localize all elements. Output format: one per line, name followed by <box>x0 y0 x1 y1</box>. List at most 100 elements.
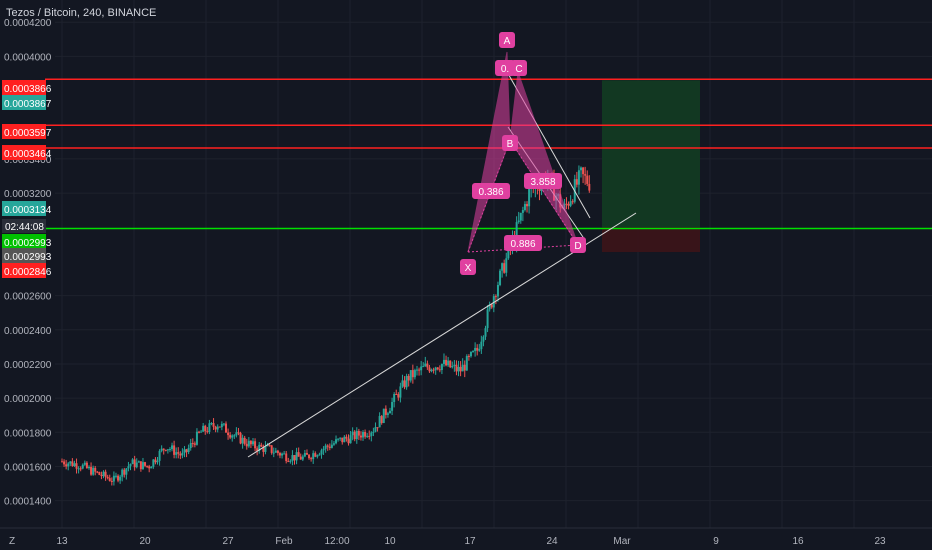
price-tag-bg <box>2 95 46 110</box>
candle-body <box>106 476 109 479</box>
candle-body <box>451 365 454 368</box>
candle-body <box>156 460 159 463</box>
candle-body <box>461 364 464 372</box>
candle-body <box>349 435 352 444</box>
time-axis-label: 16 <box>792 536 804 547</box>
candle-body <box>364 431 367 437</box>
candle-body <box>584 174 587 176</box>
candle-body <box>478 349 481 351</box>
candle-body <box>258 444 261 451</box>
candle-body <box>185 449 188 453</box>
time-axis-label: Feb <box>275 536 293 547</box>
time-axis-label: 23 <box>874 536 886 547</box>
candle-body <box>469 351 472 357</box>
candle-body <box>424 363 427 367</box>
candle-body <box>108 478 111 481</box>
candle-body <box>100 474 103 477</box>
candle-body <box>110 480 113 482</box>
candle-body <box>494 296 497 298</box>
candle-body <box>173 445 176 455</box>
candle-body <box>264 445 267 452</box>
candle-body <box>528 188 531 207</box>
candle-body <box>395 393 398 395</box>
candle-body <box>243 437 246 444</box>
candle-body <box>463 364 466 371</box>
pattern-point-X: X <box>460 259 476 275</box>
candle-body <box>310 458 313 460</box>
candle-body <box>127 466 130 469</box>
candle-body <box>198 431 201 433</box>
candle-body <box>202 425 205 432</box>
candle-body <box>98 472 101 475</box>
candle-body <box>486 309 489 329</box>
candle-body <box>411 370 414 378</box>
candle-body <box>171 445 174 450</box>
candle-body <box>160 448 163 451</box>
candle-body <box>225 423 228 433</box>
pattern-point-D: D <box>570 237 586 253</box>
candle-body <box>158 450 161 461</box>
price-tag-label: 0.0002846 <box>4 267 52 278</box>
candle-body <box>285 453 288 462</box>
pattern-point-A-text: A <box>504 36 511 47</box>
candle-body <box>362 431 365 438</box>
candle-body <box>355 431 358 440</box>
position-zones <box>602 80 700 253</box>
candle-body <box>216 426 219 430</box>
candle-body <box>571 201 574 203</box>
candle-body <box>81 464 84 469</box>
candle-body <box>166 449 169 451</box>
candle-body <box>345 436 348 439</box>
price-tag-bg <box>2 201 46 216</box>
candle-body <box>117 475 120 481</box>
pattern-ratio-text: 0. <box>501 64 509 75</box>
countdown-bg <box>2 219 46 233</box>
pattern-ratio-text: 0.886 <box>510 239 535 250</box>
candle-body <box>79 468 82 470</box>
candle-body <box>231 435 234 438</box>
timezone-icon: Z <box>9 536 15 547</box>
candle-body <box>476 347 479 351</box>
candle-body <box>144 462 147 466</box>
candle-body <box>312 453 315 460</box>
candle-body <box>164 449 167 451</box>
price-tag-bg <box>2 263 46 278</box>
candle-body <box>326 445 329 447</box>
candle-body <box>378 416 381 428</box>
candle-body <box>415 369 418 371</box>
candle-body <box>189 443 192 449</box>
candle-body <box>490 304 493 308</box>
candle-body <box>141 462 144 470</box>
candle-body <box>440 363 443 370</box>
candle-body <box>480 341 483 350</box>
candle-body <box>92 467 95 475</box>
price-axis-label: 0.0002200 <box>4 360 52 371</box>
candle-body <box>204 425 207 432</box>
candle-body <box>287 461 290 463</box>
candle-body <box>63 461 66 465</box>
price-tag-label: 0.0003866 <box>4 84 52 95</box>
candle-body <box>496 284 499 297</box>
candle-body <box>418 369 421 371</box>
candle-body <box>266 445 269 447</box>
time-axis-label: 27 <box>222 536 234 547</box>
pattern-ratio: 0.386 <box>472 183 510 199</box>
pattern-ratio-bg <box>495 60 515 76</box>
price-axis[interactable]: 0.0001400 0.0001600 0.0001800 0.0002000 0.00… <box>4 18 52 507</box>
pattern-ratio: 0.886 <box>504 235 542 251</box>
candle-body <box>293 455 296 461</box>
candle-body <box>276 450 279 454</box>
pattern-ratio: 3.858 <box>524 173 562 189</box>
time-axis-label: 13 <box>56 536 68 547</box>
candle-body <box>343 436 346 443</box>
candle-body <box>330 444 333 448</box>
price-tag-bg <box>2 248 46 263</box>
price-axis-label: 0.0003400 <box>4 155 52 166</box>
pattern-ratio-text: 0.386 <box>478 187 503 198</box>
candle-body <box>214 426 217 430</box>
time-axis[interactable]: 13 20 27 Feb 12:00 10 17 24 Mar 9 16 23 Z <box>0 527 932 547</box>
candle-body <box>303 453 306 457</box>
candle-body <box>359 435 362 438</box>
candle-body <box>148 466 151 469</box>
